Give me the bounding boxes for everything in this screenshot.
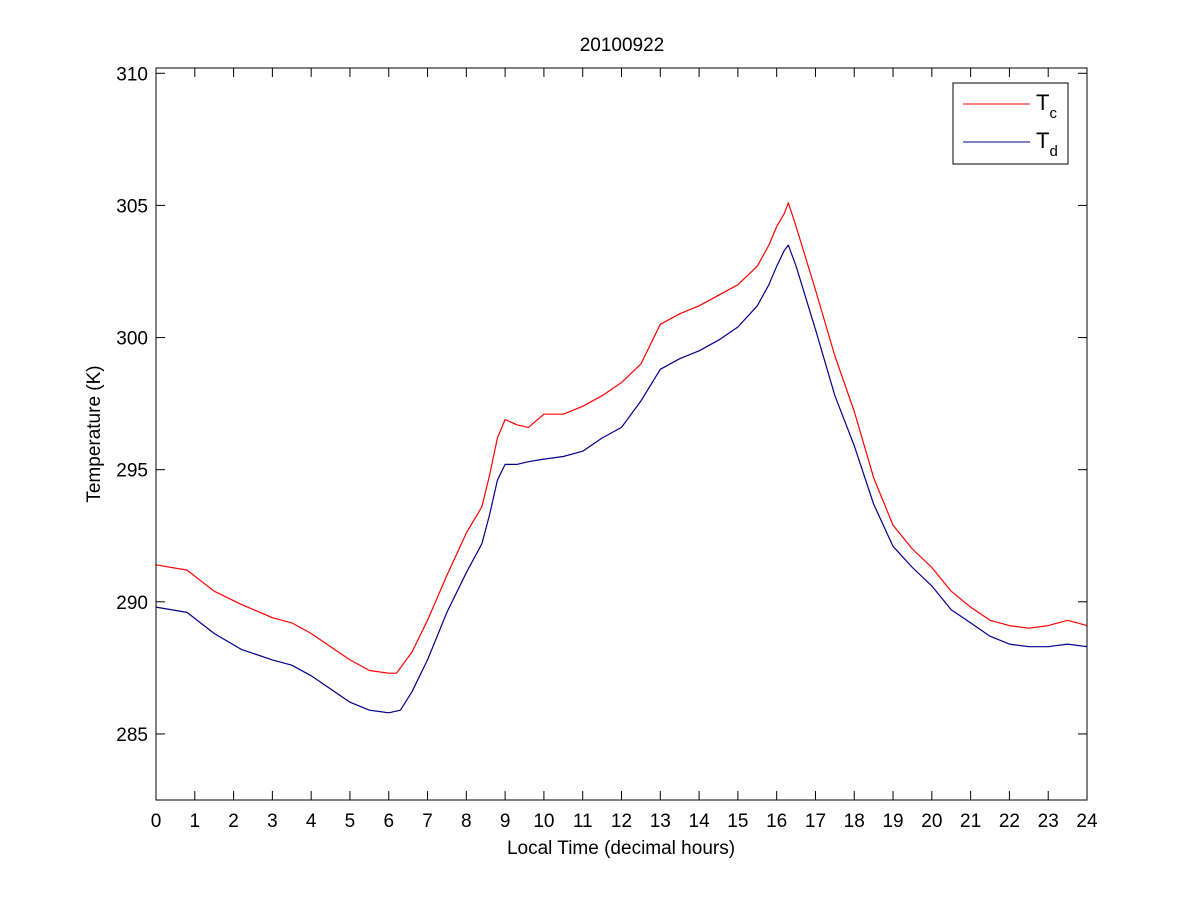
x-tick-label: 6	[383, 811, 394, 832]
x-tick-label: 7	[422, 811, 433, 832]
y-tick-label: 290	[116, 593, 148, 614]
y-axis-label: Temperature (K)	[84, 365, 105, 502]
x-tick-label: 8	[461, 811, 472, 832]
x-tick-label: 23	[1038, 811, 1059, 832]
x-tick-label: 2	[228, 811, 239, 832]
legend-box	[952, 82, 1069, 165]
x-tick-label: 1	[190, 811, 201, 832]
x-tick-label: 3	[267, 811, 278, 832]
ticks-layer: 0 1 2 3 4 5 6 7 8 9 10 11 12 13 14 15 16 17 18 19 20 21 22 23 24…	[116, 64, 1098, 832]
x-tick-label: 19	[882, 811, 903, 832]
x-tick-label: 10	[533, 811, 554, 832]
x-tick-label: 20	[921, 811, 942, 832]
legend-label-tc-subscript: c	[1049, 105, 1057, 122]
legend-label-td-main: T	[1036, 128, 1049, 153]
series-line-td	[155, 244, 1088, 714]
y-tick-label: 295	[116, 461, 148, 482]
x-tick-label: 0	[151, 811, 162, 832]
series-line-tc	[155, 202, 1088, 674]
chart-title: 20100922	[580, 35, 665, 56]
x-tick-label: 15	[727, 811, 748, 832]
x-tick-label: 9	[500, 811, 511, 832]
x-tick-label: 18	[844, 811, 865, 832]
x-tick-label: 5	[345, 811, 356, 832]
x-tick-label: 4	[306, 811, 317, 832]
legend: Tc Td	[952, 82, 1069, 165]
y-tick-label: 305	[116, 196, 148, 217]
x-tick-label: 21	[960, 811, 981, 832]
x-tick-label: 22	[999, 811, 1020, 832]
y-tick-label: 300	[116, 329, 148, 350]
x-axis-label: Local Time (decimal hours)	[507, 838, 735, 859]
x-tick-label: 17	[805, 811, 826, 832]
legend-label-tc-main: T	[1036, 90, 1049, 115]
series-layer	[155, 202, 1088, 714]
x-tick-label: 12	[611, 811, 632, 832]
legend-label-td-subscript: d	[1049, 143, 1057, 160]
x-tick-label: 14	[689, 811, 711, 832]
legend-label-tc: Tc	[1036, 90, 1057, 122]
x-tick-label: 11	[573, 811, 593, 832]
x-tick-label: 24	[1076, 811, 1098, 832]
x-tick-label: 13	[650, 811, 671, 832]
x-tick-label: 16	[766, 811, 787, 832]
legend-label-td: Td	[1036, 128, 1058, 160]
y-tick-label: 285	[116, 725, 148, 746]
y-tick-label: 310	[116, 64, 148, 85]
